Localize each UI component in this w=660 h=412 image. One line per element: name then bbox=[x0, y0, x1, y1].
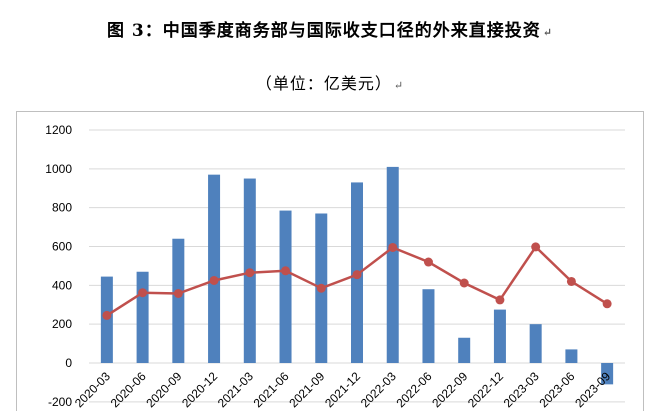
line-point bbox=[531, 242, 541, 252]
y-tick-label: 0 bbox=[65, 356, 72, 370]
x-axis-ticks: 2020-032020-062020-092020-122021-032021-… bbox=[72, 369, 614, 410]
x-tick-label: 2020-03 bbox=[72, 369, 113, 410]
x-tick-label: 2021-12 bbox=[322, 369, 363, 410]
x-tick-label: 2022-06 bbox=[394, 369, 435, 410]
y-tick-label: -200 bbox=[48, 395, 72, 409]
x-tick-label: 2023-09 bbox=[572, 369, 613, 410]
line-point bbox=[495, 295, 505, 305]
x-tick-label: 2023-03 bbox=[501, 369, 542, 410]
line-point bbox=[245, 268, 255, 278]
line-point bbox=[352, 270, 362, 280]
x-tick-label: 2023-06 bbox=[536, 369, 577, 410]
x-tick-label: 2022-12 bbox=[465, 369, 506, 410]
chart-title-text: 图 3：中国季度商务部与国际收支口径的外来直接投资 bbox=[107, 21, 541, 41]
y-tick-label: 800 bbox=[52, 201, 72, 215]
x-tick-label: 2020-12 bbox=[179, 369, 220, 410]
x-tick-label: 2020-06 bbox=[108, 369, 149, 410]
line-point bbox=[602, 299, 612, 309]
paragraph-mark-icon: ↵ bbox=[393, 79, 405, 92]
y-tick-label: 200 bbox=[52, 317, 72, 331]
bar bbox=[172, 238, 185, 363]
y-tick-label: 400 bbox=[52, 278, 72, 292]
line-point bbox=[566, 276, 576, 286]
x-tick-label: 2022-09 bbox=[429, 369, 470, 410]
bar bbox=[386, 166, 399, 363]
x-tick-label: 2021-03 bbox=[215, 369, 256, 410]
line-point bbox=[173, 288, 183, 298]
line-series bbox=[102, 242, 612, 320]
line-point bbox=[209, 275, 219, 285]
y-tick-label: 600 bbox=[52, 240, 72, 254]
y-tick-label: 1200 bbox=[45, 123, 72, 137]
chart-subtitle-text: （单位：亿美元） bbox=[255, 74, 392, 93]
line-point bbox=[459, 278, 469, 288]
bar bbox=[422, 289, 435, 363]
paragraph-mark-icon: ↵ bbox=[542, 26, 553, 39]
chart-title: 图 3：中国季度商务部与国际收支口径的外来直接投资 ↵ bbox=[0, 16, 660, 41]
x-tick-label: 2021-09 bbox=[286, 369, 327, 410]
line-point bbox=[316, 283, 326, 293]
line-point bbox=[281, 266, 291, 276]
x-tick-label: 2021-06 bbox=[251, 369, 292, 410]
x-tick-label: 2020-09 bbox=[143, 369, 184, 410]
bar bbox=[279, 210, 292, 363]
line-point bbox=[388, 242, 398, 252]
chart-area: -200 0 200 400 600 800 1000 1200 2020-03 2020-06… bbox=[16, 111, 644, 411]
bar bbox=[136, 271, 149, 363]
x-tick-label: 2022-03 bbox=[358, 369, 399, 410]
bar bbox=[529, 324, 542, 363]
chart-subtitle: （单位：亿美元） ↵ bbox=[0, 70, 660, 94]
line-point bbox=[138, 288, 148, 298]
bar bbox=[458, 337, 471, 363]
bar bbox=[208, 174, 221, 363]
chart-svg: -200 0 200 400 600 800 1000 1200 2020-032020-06… bbox=[45, 123, 625, 410]
bar bbox=[493, 309, 506, 363]
bar bbox=[601, 363, 614, 385]
bar bbox=[565, 349, 578, 363]
y-axis-ticks: -200 0 200 400 600 800 1000 1200 bbox=[45, 123, 72, 409]
line-point bbox=[102, 310, 112, 320]
y-tick-label: 1000 bbox=[45, 162, 72, 176]
line-point bbox=[423, 257, 433, 267]
